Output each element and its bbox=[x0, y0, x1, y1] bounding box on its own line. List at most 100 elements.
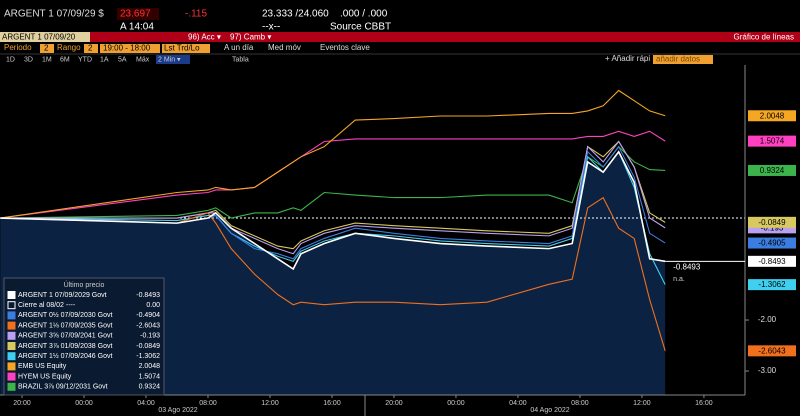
hours-box[interactable] bbox=[100, 44, 160, 53]
value-box-label: -0.193 bbox=[761, 223, 784, 232]
value-box-label: -2.6043 bbox=[758, 346, 786, 355]
moving-avg-toggle[interactable]: Med móv bbox=[268, 43, 301, 52]
period-value[interactable]: 2 bbox=[44, 44, 49, 53]
range-selected-box[interactable] bbox=[156, 55, 190, 64]
range-button[interactable]: Tabla bbox=[232, 56, 249, 63]
range-button[interactable]: 2 Min ▾ bbox=[158, 56, 181, 63]
x-tick-label: 00:00 bbox=[75, 400, 93, 407]
x-tick-label: 08:00 bbox=[199, 400, 217, 407]
period-box[interactable] bbox=[40, 44, 54, 53]
range-button[interactable]: 1D bbox=[6, 56, 15, 63]
day-toggle[interactable]: A un día bbox=[224, 43, 254, 52]
legend-swatch bbox=[7, 321, 16, 330]
add-data[interactable]: añadir datos bbox=[656, 55, 700, 64]
value-box-label: 1.5074 bbox=[760, 137, 785, 146]
legend-value: 0.9324 bbox=[139, 384, 161, 391]
legend-value: -0.0849 bbox=[136, 343, 160, 350]
value-box-label: -0.0849 bbox=[758, 218, 786, 227]
series-line bbox=[0, 145, 666, 260]
legend-swatch bbox=[7, 362, 16, 371]
range-button[interactable]: 1M bbox=[42, 56, 52, 63]
legend-name: EMB US Equity bbox=[18, 363, 67, 370]
range-button[interactable]: 1A bbox=[100, 56, 109, 63]
legend-value: 1.5074 bbox=[139, 373, 161, 380]
series-line bbox=[0, 140, 666, 250]
value-box-label: 2.0048 bbox=[760, 111, 785, 120]
changes-menu[interactable]: 97) Camb ▾ bbox=[230, 33, 271, 42]
range-value[interactable]: 2 bbox=[88, 44, 93, 53]
range-button[interactable]: 3D bbox=[24, 56, 33, 63]
series-line bbox=[0, 150, 666, 271]
legend-swatch bbox=[7, 372, 16, 381]
price: 23.697 bbox=[120, 9, 151, 20]
value-box-label: 0.9324 bbox=[760, 166, 785, 175]
legend-swatch bbox=[7, 331, 16, 340]
source: Source CBBT bbox=[330, 22, 391, 33]
legend-name: ARGENT 3⅝ 07/09/2041 Govt bbox=[18, 333, 112, 340]
value-box-label: -0.8493 bbox=[758, 257, 786, 266]
field[interactable]: Lst Trd/Lo bbox=[164, 44, 200, 53]
range-button[interactable]: 5A bbox=[118, 56, 127, 63]
security[interactable]: ARGENT 1 07/09/20 bbox=[2, 33, 76, 42]
value-box-label: -0.4905 bbox=[758, 239, 786, 248]
range-button[interactable]: Máx bbox=[136, 56, 150, 63]
size: --x-- bbox=[262, 22, 280, 33]
legend-name: ARGENT 1½ 07/09/2046 Govt bbox=[18, 352, 112, 360]
legend-swatch bbox=[7, 382, 16, 391]
legend-value: -0.193 bbox=[140, 333, 160, 340]
legend-title: Último precio bbox=[64, 280, 105, 289]
legend-swatch bbox=[7, 291, 16, 299]
value-box bbox=[748, 255, 796, 267]
x-tick-label: 20:00 bbox=[13, 400, 31, 407]
legend-value: -2.6043 bbox=[136, 322, 160, 329]
range-box[interactable] bbox=[84, 44, 98, 53]
period-label: Periodo bbox=[4, 43, 32, 52]
legend-value: 2.0048 bbox=[139, 363, 161, 370]
range-button[interactable]: 6M bbox=[60, 56, 70, 63]
legend-name: HYEM US Equity bbox=[18, 373, 72, 380]
x-tick-label: 12:00 bbox=[261, 400, 279, 407]
security-box[interactable] bbox=[0, 32, 90, 42]
change: -.115 bbox=[185, 9, 207, 20]
value-box bbox=[748, 216, 796, 228]
legend-value: -1.3062 bbox=[136, 353, 160, 360]
actions-menu[interactable]: 96) Acc ▾ bbox=[188, 33, 221, 42]
x-tick-label: 04:00 bbox=[509, 400, 527, 407]
events-toggle[interactable]: Eventos clave bbox=[320, 43, 370, 52]
x-tick-label: 04:00 bbox=[137, 400, 155, 407]
x-tick-label: 08:00 bbox=[571, 400, 589, 407]
note: n.a. bbox=[673, 276, 685, 283]
value-box bbox=[748, 222, 796, 234]
range-label: Rango bbox=[57, 43, 81, 52]
toolbar bbox=[0, 32, 800, 42]
value-box bbox=[748, 279, 796, 291]
x-tick-label: 20:00 bbox=[385, 400, 403, 407]
last-label: -0.8493 bbox=[673, 262, 701, 271]
legend-swatch bbox=[7, 342, 16, 350]
range-button[interactable]: YTD bbox=[78, 56, 92, 63]
legend-value: -0.8493 bbox=[136, 292, 160, 299]
legend-value: 0.00 bbox=[146, 302, 160, 309]
x-tick-label: 00:00 bbox=[447, 400, 465, 407]
value-box bbox=[748, 110, 796, 122]
legend-swatch bbox=[7, 311, 16, 320]
add-data-box[interactable] bbox=[653, 55, 713, 64]
field-box[interactable] bbox=[162, 44, 210, 53]
legend-name: ARGENT 3⅞ 01/09/2038 Govt bbox=[18, 343, 112, 350]
date-label: 04 Ago 2022 bbox=[530, 407, 569, 414]
bid-ask: 23.333 /24.060 bbox=[262, 9, 329, 20]
yield: .000 / .000 bbox=[340, 9, 388, 20]
legend-name: Cierre al 08/02 ---- bbox=[18, 302, 76, 309]
legend-value: -0.4904 bbox=[136, 312, 160, 319]
hours[interactable]: 19:00 - 18:00 bbox=[103, 44, 151, 53]
area bbox=[0, 151, 666, 395]
series-line bbox=[0, 130, 666, 219]
quick-add[interactable]: + Añadir rápi bbox=[605, 54, 650, 63]
legend-name: ARGENT 1 07/09/2029 Govt bbox=[18, 292, 107, 299]
value-box bbox=[748, 135, 796, 147]
legend-swatch bbox=[7, 352, 16, 361]
date-label: 03 Ago 2022 bbox=[158, 407, 197, 414]
x-tick-label: 12:00 bbox=[633, 400, 651, 407]
value-box bbox=[748, 345, 796, 357]
